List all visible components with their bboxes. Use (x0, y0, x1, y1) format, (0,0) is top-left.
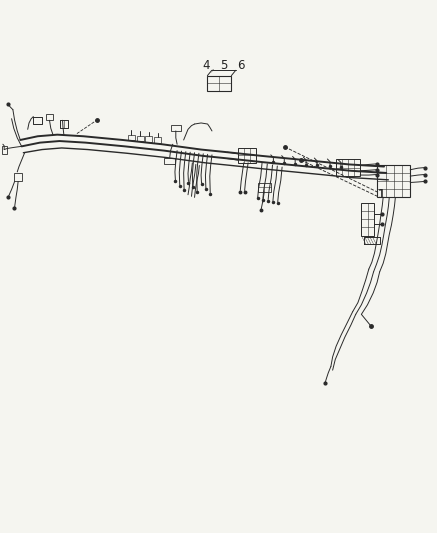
Text: 5: 5 (221, 59, 228, 72)
Text: 6: 6 (237, 59, 244, 72)
Text: 1: 1 (378, 188, 385, 201)
Text: 1: 1 (378, 188, 385, 201)
Text: 4: 4 (203, 59, 210, 72)
